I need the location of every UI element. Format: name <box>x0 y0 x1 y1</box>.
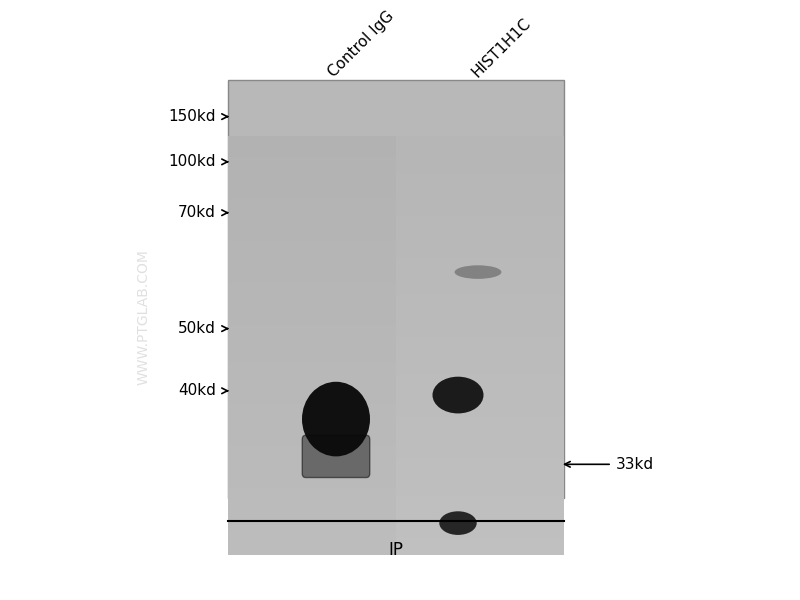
FancyBboxPatch shape <box>228 80 564 498</box>
Text: 33kd: 33kd <box>616 457 654 472</box>
Text: IP: IP <box>389 541 403 559</box>
Text: 150kd: 150kd <box>169 109 216 124</box>
Text: 70kd: 70kd <box>178 205 216 220</box>
Text: WWW.PTGLAB.COM: WWW.PTGLAB.COM <box>137 250 151 385</box>
Text: Control IgG: Control IgG <box>326 8 397 80</box>
Text: HIST1H1C: HIST1H1C <box>470 15 534 80</box>
Text: 100kd: 100kd <box>169 154 216 169</box>
Text: 40kd: 40kd <box>178 383 216 398</box>
Text: 50kd: 50kd <box>178 321 216 336</box>
